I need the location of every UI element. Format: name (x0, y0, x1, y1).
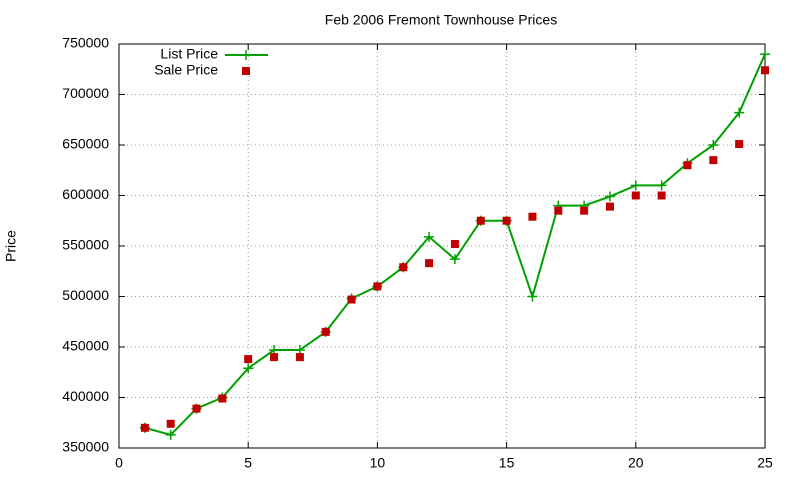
point (657, 191, 666, 200)
x-tick-label: 10 (370, 455, 386, 471)
point (424, 231, 435, 242)
point (580, 206, 589, 215)
point (605, 202, 614, 211)
point (631, 191, 640, 200)
y-tick-label: 350000 (62, 439, 109, 455)
point (140, 423, 149, 432)
point (270, 353, 279, 362)
point (734, 107, 745, 118)
y-tick-label: 450000 (62, 338, 109, 354)
point (708, 140, 719, 150)
y-tick-label: 750000 (62, 35, 109, 51)
point (554, 206, 563, 215)
point (502, 216, 511, 225)
chart-title: Feb 2006 Fremont Townhouse Prices (325, 12, 557, 28)
point (683, 161, 692, 170)
legend-marker (242, 67, 250, 75)
point (165, 429, 176, 440)
point (476, 216, 485, 225)
point (709, 156, 718, 165)
y-tick-label: 400000 (62, 388, 109, 404)
x-tick-label: 0 (115, 455, 123, 471)
point (630, 180, 641, 191)
y-tick-label: 500000 (62, 287, 109, 303)
point (295, 353, 304, 362)
point (399, 263, 408, 272)
y-tick-label: 650000 (62, 136, 109, 152)
point (604, 191, 615, 202)
point (192, 404, 201, 413)
y-tick-label: 550000 (62, 237, 109, 253)
x-tick-label: 20 (628, 455, 644, 471)
point (243, 363, 254, 374)
x-tick-label: 25 (757, 455, 773, 471)
x-tick-label: 15 (499, 455, 515, 471)
legend-marker (241, 50, 251, 60)
point (450, 239, 459, 248)
point (760, 49, 770, 60)
legend-label: List Price (160, 46, 218, 62)
point (166, 419, 175, 428)
point (321, 327, 330, 336)
plot-border (118, 43, 766, 449)
point (656, 180, 667, 191)
point (528, 212, 537, 221)
y-axis-label: Price (3, 230, 19, 262)
point (735, 139, 744, 148)
point (244, 355, 253, 364)
point (761, 66, 769, 75)
point (347, 295, 356, 304)
y-tick-label: 600000 (62, 186, 109, 202)
x-tick-label: 5 (244, 455, 252, 471)
y-tick-label: 700000 (62, 85, 109, 101)
point (527, 291, 538, 302)
legend-label: Sale Price (154, 62, 218, 78)
point (425, 259, 434, 268)
point (218, 394, 227, 403)
point (449, 254, 460, 265)
point (373, 282, 382, 291)
